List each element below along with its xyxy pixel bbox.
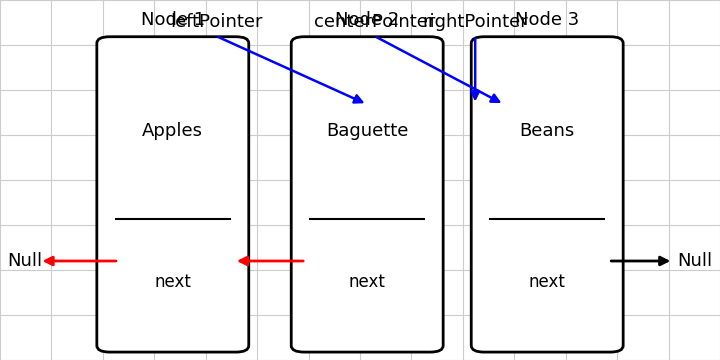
Text: Node 1: Node 1 — [140, 11, 205, 29]
Text: next: next — [154, 273, 192, 291]
FancyBboxPatch shape — [471, 37, 623, 352]
Text: rightPointer: rightPointer — [423, 13, 528, 31]
Text: centerPointer: centerPointer — [314, 13, 435, 31]
Text: Baguette: Baguette — [326, 122, 408, 140]
Text: next: next — [348, 273, 386, 291]
Text: leftPointer: leftPointer — [170, 13, 262, 31]
Text: next: next — [528, 273, 566, 291]
Text: Beans: Beans — [520, 122, 575, 140]
FancyBboxPatch shape — [96, 37, 249, 352]
Text: Apples: Apples — [143, 122, 203, 140]
Text: Null: Null — [678, 252, 712, 270]
Text: Null: Null — [8, 252, 42, 270]
Text: Node 3: Node 3 — [515, 11, 580, 29]
Text: Node 2: Node 2 — [335, 11, 400, 29]
FancyBboxPatch shape — [291, 37, 443, 352]
